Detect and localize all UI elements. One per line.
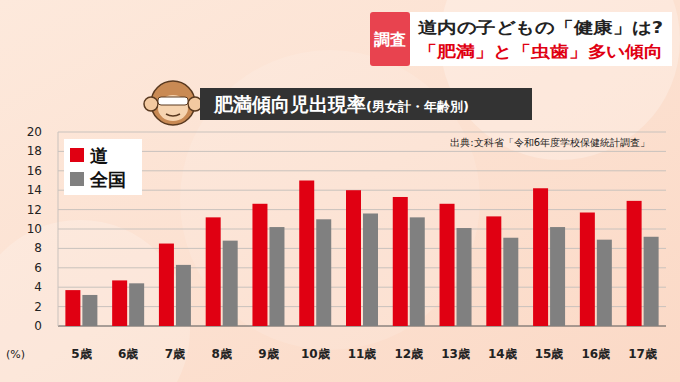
bar xyxy=(223,241,238,326)
bar xyxy=(533,188,548,326)
bar xyxy=(550,227,565,326)
bar xyxy=(410,217,425,326)
bar xyxy=(269,227,284,326)
grid-line xyxy=(58,267,666,268)
x-tick-label: 5歳 xyxy=(71,347,91,361)
bar xyxy=(206,217,221,326)
bar xyxy=(644,237,659,326)
header-line: 「肥満」と「虫歯」多い傾向 xyxy=(418,42,663,61)
y-tick-label: 14 xyxy=(27,183,42,197)
grid-line xyxy=(58,287,666,288)
y-axis-line xyxy=(58,132,59,326)
legend-swatch xyxy=(70,172,84,186)
bar xyxy=(393,197,408,326)
icon xyxy=(144,81,202,125)
grid-line xyxy=(58,209,666,210)
bar xyxy=(440,204,455,326)
subtitle: (男女計・年齢別) xyxy=(366,99,469,114)
header-box xyxy=(410,12,672,66)
legend: 道全国 xyxy=(64,139,142,195)
bar xyxy=(299,181,314,327)
grid-line xyxy=(58,151,666,152)
icon-ear xyxy=(144,97,158,111)
y-tick-label: 20 xyxy=(27,125,42,139)
bar xyxy=(486,216,501,326)
y-tick-label: 2 xyxy=(34,300,42,314)
bar xyxy=(129,283,144,326)
x-tick-label: 15歳 xyxy=(535,347,564,361)
grid-line xyxy=(58,326,666,327)
y-tick-label: 4 xyxy=(34,280,42,294)
title: 肥満傾向児出現率 xyxy=(213,93,366,115)
icon-mouth xyxy=(166,114,180,116)
y-tick-label: 6 xyxy=(34,261,42,275)
y-tick-label: 16 xyxy=(27,164,42,178)
x-tick-label: 11歳 xyxy=(348,347,377,361)
bar xyxy=(112,280,127,326)
bar xyxy=(503,238,518,326)
header-tag-box xyxy=(370,12,410,66)
icon-hands xyxy=(158,97,188,105)
bar xyxy=(316,219,331,326)
bars xyxy=(65,181,658,327)
bg-circle xyxy=(0,220,190,382)
x-tick-label: 17歳 xyxy=(628,347,657,361)
annotation: 出典:文科省「令和6年度学校保健統計調査」 xyxy=(450,137,650,148)
header-line: 道内の子どもの「健康」は? xyxy=(418,18,663,37)
title-group: 肥満傾向児出現率(男女計・年齢別) xyxy=(213,93,469,115)
legend-label: 全国 xyxy=(89,169,126,190)
grid-line xyxy=(58,132,666,133)
bar xyxy=(252,204,267,326)
y-axis-label: (%) xyxy=(6,348,25,361)
y-tick-label: 12 xyxy=(27,203,42,217)
legend-label: 道 xyxy=(90,145,108,166)
y-tick-label: 0 xyxy=(34,319,42,333)
bar xyxy=(159,244,174,326)
legend-swatch xyxy=(70,148,84,162)
bar xyxy=(627,201,642,326)
bar xyxy=(580,213,595,326)
x-tick-label: 10歳 xyxy=(301,347,330,361)
bar xyxy=(65,290,80,326)
grid-line xyxy=(58,170,666,171)
grid-line xyxy=(58,229,666,230)
x-tick-label: 7歳 xyxy=(165,347,185,361)
y-tick-label: 18 xyxy=(27,144,42,158)
canvas: 調査道内の子どもの「健康」は? 「肥満」と「虫歯」多い傾向肥満傾向児出現率(男女計… xyxy=(0,0,680,382)
y-tick-label: 10 xyxy=(27,222,42,236)
bar xyxy=(363,213,378,326)
title-bar xyxy=(200,88,532,120)
bar xyxy=(82,295,97,326)
grid-line xyxy=(58,306,666,307)
icon-face xyxy=(158,95,188,121)
y-tick-label: 8 xyxy=(34,241,42,255)
legend-box xyxy=(64,139,142,195)
grid-line xyxy=(58,248,666,249)
x-tick-label: 13歳 xyxy=(441,347,470,361)
grid-line xyxy=(58,190,666,191)
icon-head xyxy=(151,81,195,125)
x-tick-label: 8歳 xyxy=(212,347,232,361)
header-tag: 調査 xyxy=(374,30,406,49)
x-tick-label: 6歳 xyxy=(118,347,138,361)
x-tick-label: 14歳 xyxy=(488,347,517,361)
bar xyxy=(597,240,612,326)
x-tick-label: 16歳 xyxy=(581,347,610,361)
bar xyxy=(346,190,361,326)
bar xyxy=(457,228,472,326)
icon-ear xyxy=(188,97,202,111)
x-tick-label: 12歳 xyxy=(394,347,423,361)
bar xyxy=(176,265,191,326)
x-tick-label: 9歳 xyxy=(258,347,278,361)
